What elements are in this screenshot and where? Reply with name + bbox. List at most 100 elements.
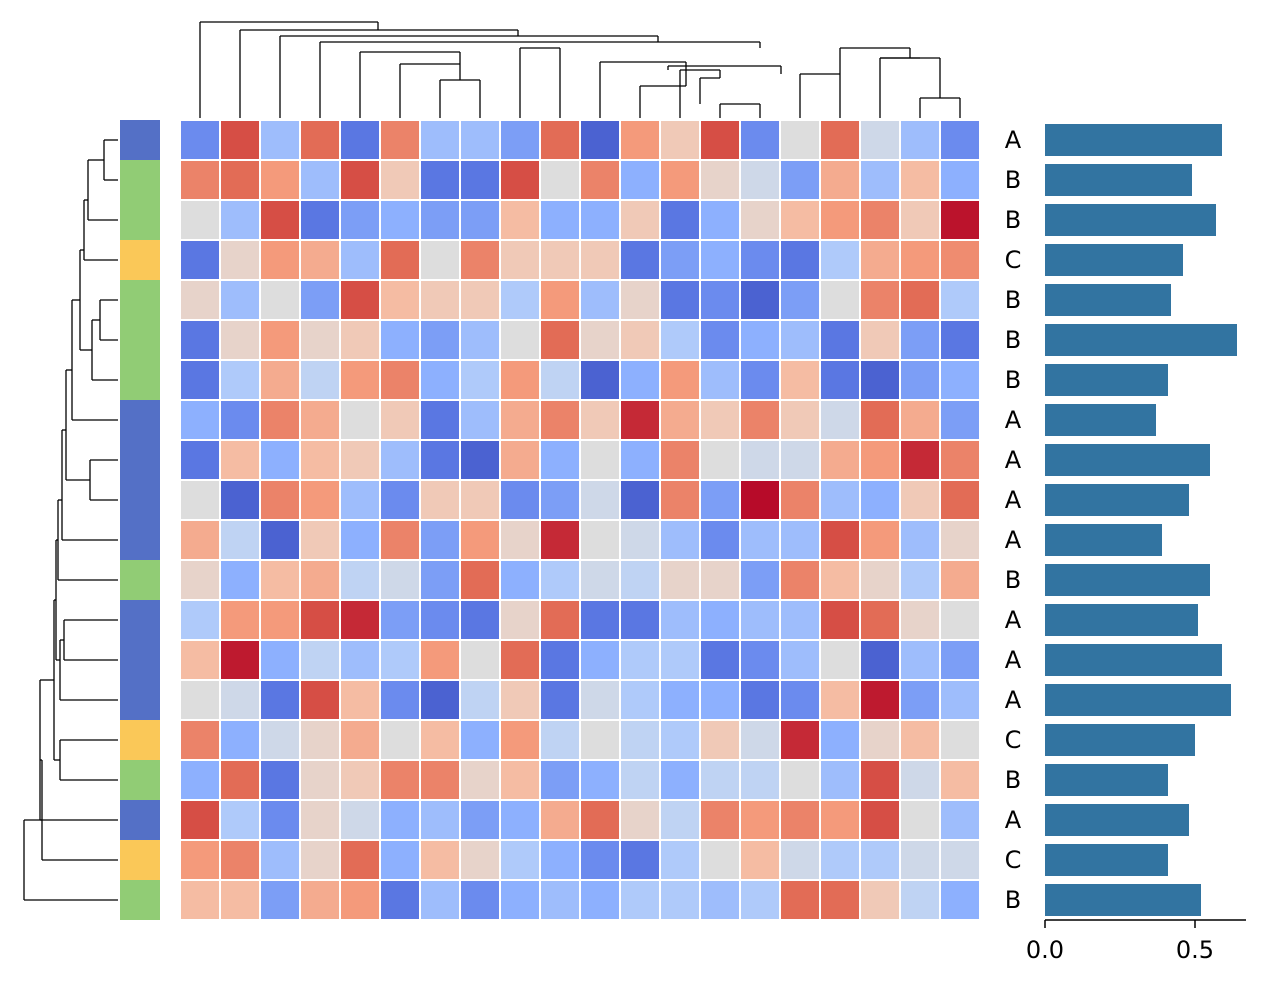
heatmap-cell bbox=[819, 279, 861, 321]
row-label: C bbox=[1005, 846, 1022, 874]
bar bbox=[1045, 844, 1168, 876]
heatmap-cell bbox=[659, 559, 701, 601]
heatmap-cell bbox=[299, 479, 341, 521]
bar bbox=[1045, 364, 1168, 396]
row-group-color-A bbox=[120, 600, 160, 640]
heatmap-cell bbox=[659, 519, 701, 561]
heatmap-cell bbox=[539, 159, 581, 201]
row-group-color-B bbox=[120, 360, 160, 400]
heatmap-cell bbox=[259, 639, 301, 681]
heatmap-cell bbox=[499, 479, 541, 521]
heatmap-cell bbox=[819, 799, 861, 841]
heatmap-cell bbox=[859, 799, 901, 841]
heatmap-cell bbox=[259, 359, 301, 401]
heatmap-cell bbox=[339, 799, 381, 841]
heatmap-cell bbox=[219, 879, 261, 921]
heatmap-cell bbox=[419, 119, 461, 161]
heatmap-cell bbox=[699, 639, 741, 681]
bar bbox=[1045, 284, 1171, 316]
heatmap-cell bbox=[179, 559, 221, 601]
heatmap-cell bbox=[899, 879, 941, 921]
heatmap-cell bbox=[459, 439, 501, 481]
heatmap-cell bbox=[699, 519, 741, 561]
heatmap-cell bbox=[459, 759, 501, 801]
heatmap-cell bbox=[419, 839, 461, 881]
heatmap-cell bbox=[699, 679, 741, 721]
bar bbox=[1045, 484, 1189, 516]
heatmap-cell bbox=[619, 879, 661, 921]
row-group-color-B bbox=[120, 880, 160, 920]
heatmap-cell bbox=[699, 239, 741, 281]
heatmap-cell bbox=[739, 359, 781, 401]
heatmap-cell bbox=[339, 679, 381, 721]
heatmap-cell bbox=[379, 679, 421, 721]
heatmap-cell bbox=[859, 399, 901, 441]
heatmap-cell bbox=[579, 479, 621, 521]
heatmap-cell bbox=[179, 399, 221, 441]
heatmap-cell bbox=[219, 599, 261, 641]
heatmap-cell bbox=[739, 519, 781, 561]
heatmap-cell bbox=[859, 239, 901, 281]
heatmap-cell bbox=[939, 159, 981, 201]
heatmap-cell bbox=[379, 839, 421, 881]
heatmap-cell bbox=[899, 399, 941, 441]
heatmap-cell bbox=[419, 639, 461, 681]
heatmap-cell bbox=[379, 759, 421, 801]
heatmap-cell bbox=[859, 839, 901, 881]
heatmap-cell bbox=[619, 319, 661, 361]
heatmap-cell bbox=[699, 399, 741, 441]
heatmap-cell bbox=[379, 799, 421, 841]
heatmap-cell bbox=[539, 119, 581, 161]
heatmap-cell bbox=[259, 559, 301, 601]
row-group-color-B bbox=[120, 320, 160, 360]
row-label: A bbox=[1005, 806, 1022, 834]
heatmap-cell bbox=[339, 759, 381, 801]
bar bbox=[1045, 564, 1210, 596]
bar bbox=[1045, 244, 1183, 276]
heatmap-cell bbox=[899, 639, 941, 681]
heatmap-cell bbox=[859, 479, 901, 521]
bar bbox=[1045, 164, 1192, 196]
bar bbox=[1045, 764, 1168, 796]
heatmap-cell bbox=[259, 719, 301, 761]
heatmap-cell bbox=[739, 759, 781, 801]
bar bbox=[1045, 804, 1189, 836]
heatmap-cell bbox=[859, 359, 901, 401]
heatmap-cell bbox=[419, 599, 461, 641]
heatmap-cell bbox=[939, 719, 981, 761]
heatmap-cell bbox=[339, 599, 381, 641]
heatmap-cell bbox=[539, 399, 581, 441]
row-label: B bbox=[1005, 766, 1021, 794]
heatmap-cell bbox=[779, 399, 821, 441]
heatmap-cell bbox=[939, 279, 981, 321]
heatmap-cell bbox=[939, 479, 981, 521]
heatmap-cell bbox=[219, 479, 261, 521]
heatmap-cell bbox=[219, 399, 261, 441]
heatmap-cell bbox=[259, 399, 301, 441]
heatmap-cell bbox=[579, 119, 621, 161]
heatmap-cell bbox=[339, 879, 381, 921]
heatmap-cell bbox=[379, 399, 421, 441]
heatmap-cell bbox=[899, 199, 941, 241]
heatmap-cell bbox=[339, 639, 381, 681]
heatmap-cell bbox=[419, 199, 461, 241]
row-group-color-C bbox=[120, 720, 160, 760]
heatmap-cell bbox=[619, 839, 661, 881]
heatmap-cell bbox=[699, 759, 741, 801]
heatmap-cell bbox=[259, 599, 301, 641]
heatmap-cell bbox=[619, 519, 661, 561]
heatmap-cell bbox=[619, 679, 661, 721]
row-group-color-C bbox=[120, 240, 160, 280]
row-group-color-B bbox=[120, 760, 160, 800]
heatmap-cell bbox=[619, 719, 661, 761]
row-group-color-A bbox=[120, 440, 160, 480]
heatmap-cell bbox=[299, 359, 341, 401]
heatmap-cell bbox=[699, 879, 741, 921]
heatmap-cell bbox=[659, 719, 701, 761]
heatmap-cell bbox=[259, 439, 301, 481]
heatmap-cell bbox=[499, 759, 541, 801]
heatmap-cell bbox=[499, 799, 541, 841]
heatmap-cell bbox=[539, 439, 581, 481]
heatmap-cell bbox=[179, 439, 221, 481]
row-label: A bbox=[1005, 646, 1022, 674]
